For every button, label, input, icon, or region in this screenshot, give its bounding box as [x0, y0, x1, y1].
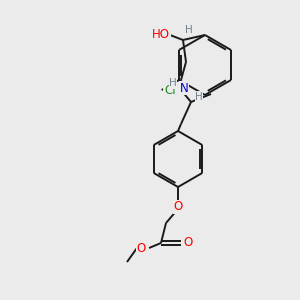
Text: H: H [185, 25, 193, 35]
Text: N: N [180, 82, 188, 94]
Text: O: O [173, 200, 183, 214]
Text: Cl: Cl [164, 83, 176, 97]
Text: O: O [183, 236, 193, 250]
Text: HO: HO [152, 28, 170, 41]
Text: O: O [136, 242, 146, 254]
Text: H: H [195, 92, 203, 102]
Text: H: H [169, 78, 177, 88]
